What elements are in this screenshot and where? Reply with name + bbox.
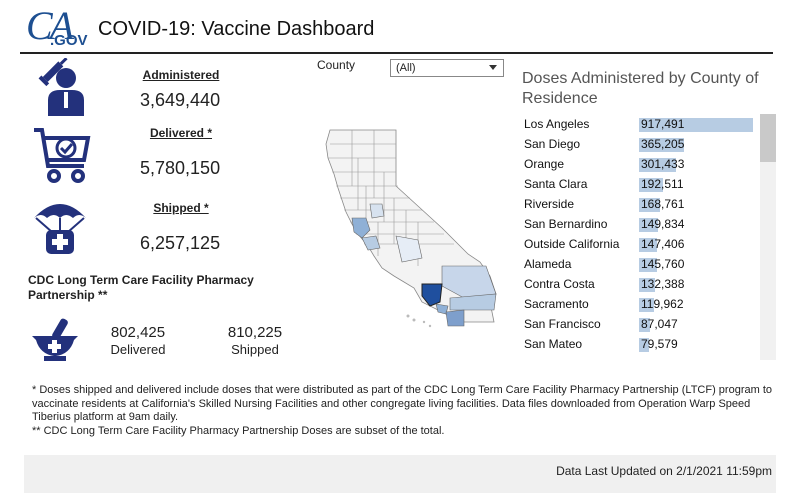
county-dose-value: 147,406 (641, 237, 685, 251)
map-county-riverside (449, 293, 497, 311)
shipped-value: 6,257,125 (140, 233, 221, 253)
county-name: Alameda (524, 257, 572, 271)
doses-by-county-title: Doses Administered by County of Residenc… (522, 70, 759, 107)
county-dose-bar (639, 158, 676, 172)
county-dose-value: 119,962 (641, 297, 684, 311)
header: CA .GOV COVID-19: Vaccine Dashboard (0, 0, 794, 54)
county-dose-value: 87,047 (641, 317, 678, 331)
county-dose-bar (639, 318, 650, 332)
county-dose-value: 301,433 (641, 157, 685, 171)
chevron-down-icon (489, 65, 497, 70)
county-dose-bar (639, 178, 663, 192)
county-name: San Bernardino (524, 217, 608, 231)
logo-main: CA (26, 3, 74, 48)
county-row[interactable]: San Diego 365,205 (522, 134, 758, 154)
cart-check-icon (34, 128, 91, 183)
county-row[interactable]: Riverside 168,761 (522, 194, 758, 214)
ltc-title: CDC Long Term Care Facility Pharmacy Par… (28, 273, 254, 302)
footnotes: * Doses shipped and delivered include do… (32, 384, 782, 438)
county-dose-bar (639, 338, 649, 352)
logo-sub: .GOV (50, 32, 88, 49)
county-row[interactable]: San Francisco 87,047 (522, 314, 758, 334)
county-name: Orange (524, 157, 565, 171)
county-dose-bar (639, 118, 753, 132)
county-dose-value: 132,388 (641, 277, 685, 291)
ca-gov-logo[interactable]: CA .GOV (26, 3, 92, 52)
map-county-san-diego (445, 309, 465, 327)
california-county-map[interactable] (318, 126, 504, 334)
doses-table-scrollbar[interactable] (760, 114, 776, 360)
county-row[interactable]: Orange 301,433 (522, 154, 758, 174)
doses-table-scroll-thumb[interactable] (760, 114, 776, 162)
county-row[interactable]: San Bernardino 149,834 (522, 214, 758, 234)
county-name: San Francisco (524, 317, 601, 331)
county-dose-value: 917,491 (641, 117, 685, 131)
map-county-los-angeles (421, 283, 443, 307)
footnote-2: ** CDC Long Term Care Facility Pharmacy … (32, 424, 445, 437)
county-dose-bar (639, 218, 658, 232)
county-name: Los Angeles (524, 117, 590, 131)
mortar-pestle-icon (32, 318, 78, 361)
county-row[interactable]: San Mateo 79,579 (522, 334, 758, 354)
county-dropdown-value: (All) (396, 62, 416, 74)
county-dose-bar (639, 258, 657, 272)
footnote-1: * Doses shipped and delivered include do… (32, 384, 772, 423)
county-name: Contra Costa (524, 277, 595, 291)
administered-value: 3,649,440 (140, 90, 221, 110)
county-dose-bar (639, 198, 660, 212)
county-dose-bar (639, 238, 657, 252)
county-name: San Diego (524, 137, 581, 151)
county-row[interactable]: Sacramento 119,962 (522, 294, 758, 314)
map-county-santa-clara (361, 235, 381, 251)
page-title: COVID-19: Vaccine Dashboard (98, 18, 375, 40)
administered-label: Administered (142, 68, 220, 82)
county-dose-bar (639, 138, 684, 152)
county-dose-bar (639, 278, 655, 292)
county-name: Outside California (524, 237, 620, 251)
delivered-label: Delivered * (149, 126, 213, 140)
map-county-bay-area (351, 217, 371, 239)
county-row[interactable]: Los Angeles 917,491 (522, 114, 758, 134)
county-dose-value: 149,834 (641, 217, 685, 231)
data-last-updated: Data Last Updated on 2/1/2021 11:59pm (556, 464, 772, 478)
map-channel-islands (406, 314, 432, 328)
county-dose-bar (639, 298, 654, 312)
map-county-fresno (395, 235, 423, 263)
county-dose-value: 79,579 (641, 337, 678, 351)
county-name: Sacramento (524, 297, 589, 311)
county-name: San Mateo (524, 337, 583, 351)
ltc-delivered-value: 802,425 (110, 324, 166, 341)
county-name: Santa Clara (524, 177, 588, 191)
county-filter-label: County (317, 58, 356, 72)
county-dose-value: 192,511 (641, 177, 684, 191)
county-dose-value: 365,205 (641, 137, 685, 151)
header-divider (20, 52, 773, 54)
county-row[interactable]: Contra Costa 132,388 (522, 274, 758, 294)
parachute-medical-icon (34, 204, 86, 254)
county-row[interactable]: Santa Clara 192,511 (522, 174, 758, 194)
ltc-shipped-label: Shipped (231, 342, 279, 357)
county-dropdown[interactable]: (All) (390, 59, 504, 77)
footer-bar: Data Last Updated on 2/1/2021 11:59pm (24, 455, 776, 493)
shipped-label: Shipped * (153, 201, 209, 215)
county-dose-value: 168,761 (641, 197, 685, 211)
county-name: Riverside (524, 197, 575, 211)
county-row[interactable]: Outside California 147,406 (522, 234, 758, 254)
county-dose-value: 145,760 (641, 257, 685, 271)
ltc-delivered-label: Delivered (110, 342, 166, 357)
doses-by-county-table[interactable]: Los Angeles 917,491 San Diego 365,205 Orange… (522, 114, 778, 360)
county-row[interactable]: Alameda 145,760 (522, 254, 758, 274)
person-syringe-icon (38, 58, 84, 116)
ltc-shipped-value: 810,225 (227, 324, 283, 341)
delivered-value: 5,780,150 (140, 158, 221, 178)
map-county-sacramento (369, 203, 385, 219)
